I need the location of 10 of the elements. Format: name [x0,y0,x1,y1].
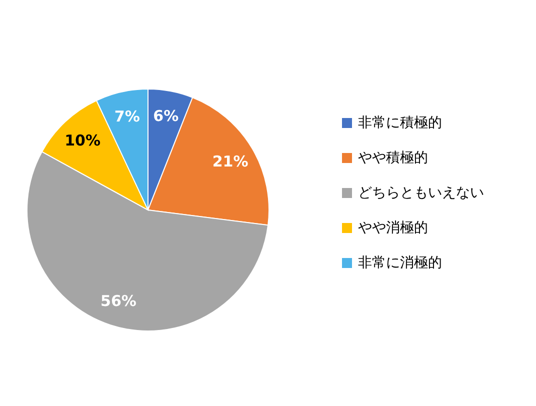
legend-label: やや積極的 [358,150,428,166]
data-label: 21% [212,152,248,170]
legend-label: 非常に積極的 [358,115,442,131]
legend-label: やや消極的 [358,220,428,236]
data-label: 6% [153,107,179,126]
data-label: 7% [114,108,140,126]
data-label: 56% [100,292,136,310]
legend-label: どちらともいえない [358,185,484,201]
data-label: 10% [64,131,101,150]
legend-label: 非常に消極的 [358,255,442,271]
